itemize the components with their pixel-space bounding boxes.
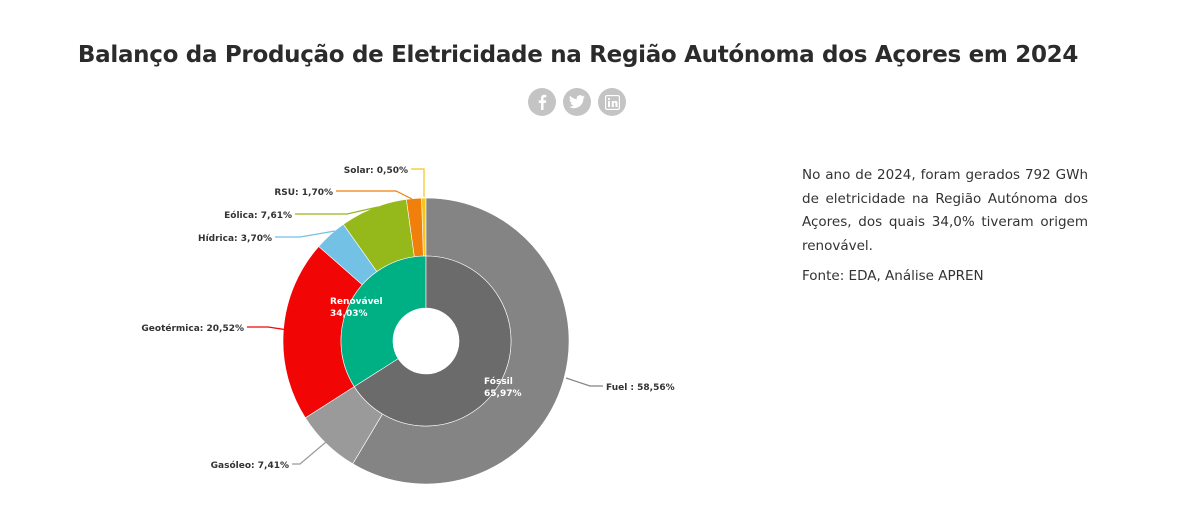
inner-value-fóssil: 65,97%: [484, 389, 522, 399]
chart-description: No ano de 2024, foram gerados 792 GWh de…: [802, 167, 1088, 254]
outer-label-hídrica: Hídrica: 3,70%: [198, 234, 272, 244]
inner-label-renovável: Renovável: [330, 297, 383, 307]
leader-line-gasóleo: [292, 441, 327, 465]
chart-title: Balanço da Produção de Eletricidade na R…: [77, 42, 1079, 68]
outer-label-geotérmica: Geotérmica: 20,52%: [141, 323, 244, 334]
inner-slice-renovável: [340, 255, 427, 388]
inner-slice-fóssil: [353, 255, 512, 427]
leader-line-fuel: [565, 377, 603, 387]
chart-source: Fonte: EDA, Análise APREN: [802, 268, 984, 284]
leader-line-solar: [411, 168, 425, 197]
linkedin-icon[interactable]: [598, 88, 626, 116]
leader-line-geotérmica: [247, 326, 289, 331]
leader-line-rsu: [336, 190, 413, 200]
twitter-icon[interactable]: [563, 88, 591, 116]
leader-line-eólica: [295, 206, 379, 215]
leader-line-hídrica: [275, 230, 336, 238]
outer-label-rsu: RSU: 1,70%: [274, 188, 333, 198]
outer-label-fuel: Fuel : 58,56%: [606, 383, 675, 393]
inner-label-fóssil: Fóssil: [484, 376, 513, 387]
facebook-icon[interactable]: [528, 88, 556, 116]
outer-label-eólica: Eólica: 7,61%: [224, 210, 292, 221]
inner-value-renovável: 34,03%: [330, 309, 368, 319]
social-share-bar: [528, 88, 626, 116]
outer-label-gasóleo: Gasóleo: 7,41%: [211, 460, 289, 471]
outer-label-solar: Solar: 0,50%: [344, 166, 408, 176]
